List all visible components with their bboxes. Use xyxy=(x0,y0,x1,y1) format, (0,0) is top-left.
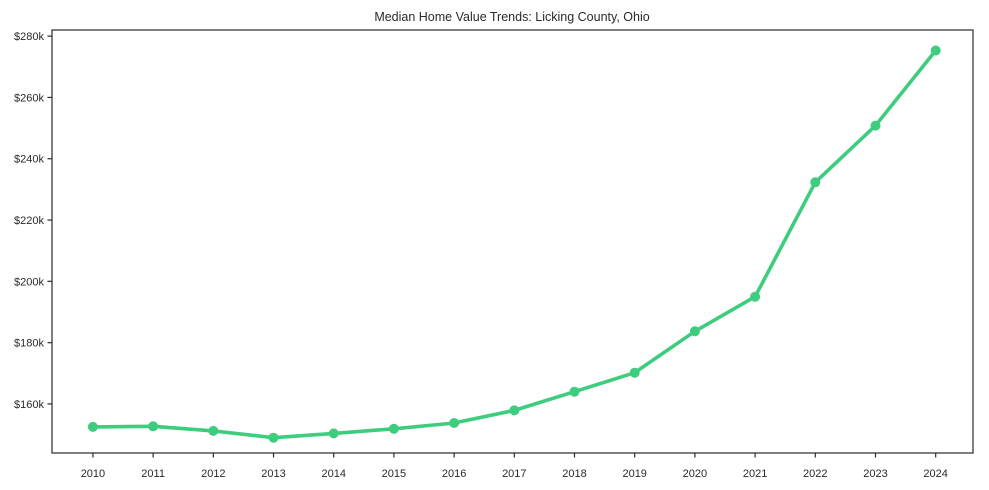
x-tick-label: 2024 xyxy=(923,468,947,480)
x-tick-label: 2022 xyxy=(803,468,827,480)
data-point-marker xyxy=(208,425,219,436)
data-point-marker xyxy=(569,386,580,397)
y-tick-label: $240k xyxy=(14,154,44,166)
data-point-marker xyxy=(148,421,159,432)
plot-frame xyxy=(51,29,974,454)
x-tick-label: 2018 xyxy=(562,468,586,480)
x-tick-label: 2020 xyxy=(683,468,707,480)
data-point-marker xyxy=(449,418,460,428)
data-point-marker xyxy=(509,405,520,416)
data-point-marker xyxy=(750,291,761,302)
data-point-marker xyxy=(328,428,339,439)
x-tick-label: 2021 xyxy=(743,468,767,480)
data-point-marker xyxy=(388,423,399,434)
axes-layer: 2010 2011 2012 2013 2014 2015 2016 2017 2018 2019… xyxy=(14,29,974,480)
y-tick-label: $200k xyxy=(14,276,44,288)
data-point-marker xyxy=(87,421,98,432)
chart-title: Median Home Value Trends: Licking County… xyxy=(374,10,649,24)
y-tick-label: $280k xyxy=(14,31,44,43)
y-tick-label: $260k xyxy=(14,92,44,104)
x-tick-label: 2013 xyxy=(261,468,285,480)
x-tick-label: 2012 xyxy=(201,468,225,480)
y-tick-label: $160k xyxy=(14,399,44,411)
data-point-marker xyxy=(810,177,821,188)
x-tick-label: 2017 xyxy=(502,468,526,480)
data-point-marker xyxy=(870,120,881,131)
data-point-marker xyxy=(629,367,640,378)
x-tick-label: 2011 xyxy=(141,468,165,480)
y-tick-label: $220k xyxy=(14,215,44,227)
series-layer xyxy=(87,45,941,443)
x-tick-label: 2014 xyxy=(321,468,345,480)
series-line xyxy=(91,48,938,440)
x-tick-label: 2023 xyxy=(863,468,887,480)
x-tick-label: 2015 xyxy=(382,468,406,480)
data-point-marker xyxy=(268,432,279,443)
x-tick-label: 2010 xyxy=(81,468,105,480)
x-tick-label: 2016 xyxy=(442,468,466,480)
x-tick-label: 2019 xyxy=(622,468,646,480)
data-point-marker xyxy=(689,326,700,337)
y-tick-label: $180k xyxy=(14,338,44,350)
data-point-marker xyxy=(930,45,941,56)
